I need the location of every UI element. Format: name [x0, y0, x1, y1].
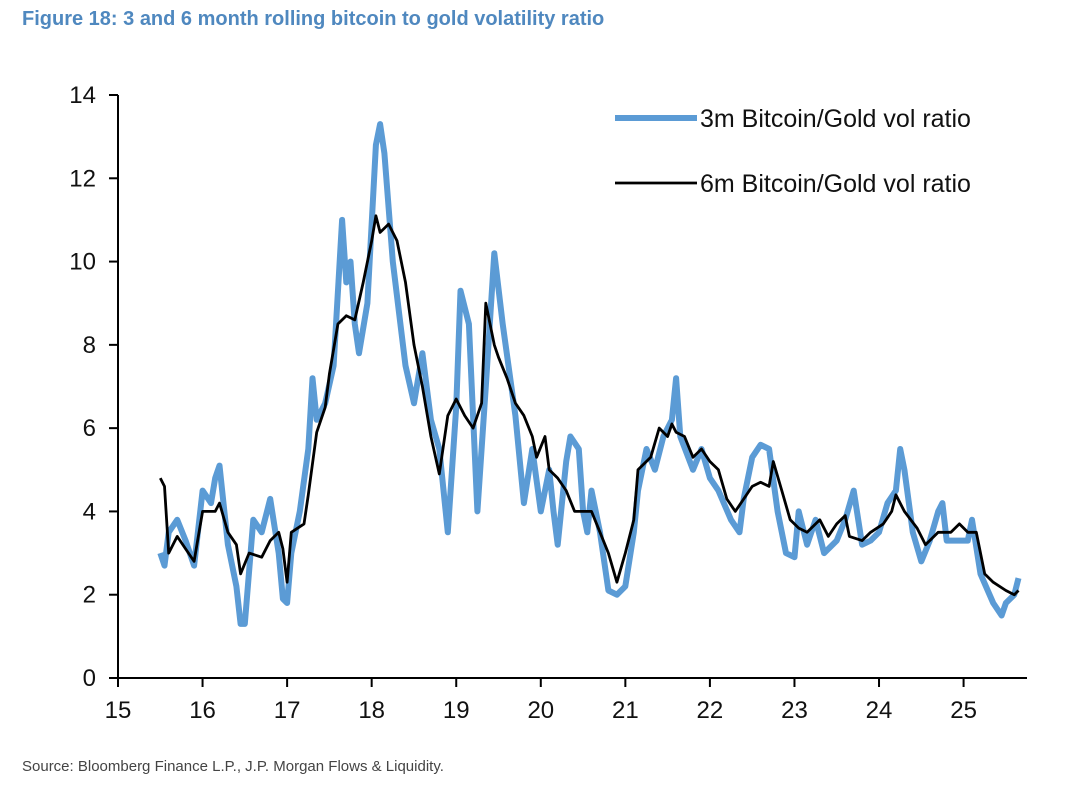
y-tick-label: 8 — [83, 332, 96, 359]
series-line-3m — [157, 121, 1022, 627]
x-tick-label: 18 — [358, 697, 385, 724]
y-tick-label: 4 — [83, 498, 96, 525]
x-tick-label: 24 — [866, 697, 893, 724]
x-tick-label: 25 — [950, 697, 977, 724]
chart-source: Source: Bloomberg Finance L.P., J.P. Mor… — [22, 758, 444, 775]
x-tick-label: 19 — [443, 697, 470, 724]
x-tick-label: 23 — [781, 697, 808, 724]
chart-title: Figure 18: 3 and 6 month rolling bitcoin… — [22, 8, 605, 30]
y-tick-label: 2 — [83, 582, 96, 609]
y-tick-label: 12 — [69, 165, 96, 192]
y-tick-label: 0 — [83, 665, 96, 692]
x-tick-label: 17 — [274, 697, 301, 724]
legend-label: 6m Bitcoin/Gold vol ratio — [700, 170, 971, 198]
series-line-6m — [159, 214, 1020, 597]
x-tick-label: 20 — [527, 697, 554, 724]
x-tick-label: 22 — [697, 697, 724, 724]
y-tick-label: 10 — [69, 249, 96, 276]
y-tick-label: 6 — [83, 415, 96, 442]
legend-label: 3m Bitcoin/Gold vol ratio — [700, 105, 971, 133]
y-tick-label: 14 — [69, 82, 96, 109]
x-tick-label: 16 — [189, 697, 216, 724]
x-tick-label: 21 — [612, 697, 639, 724]
x-tick-label: 15 — [105, 697, 132, 724]
